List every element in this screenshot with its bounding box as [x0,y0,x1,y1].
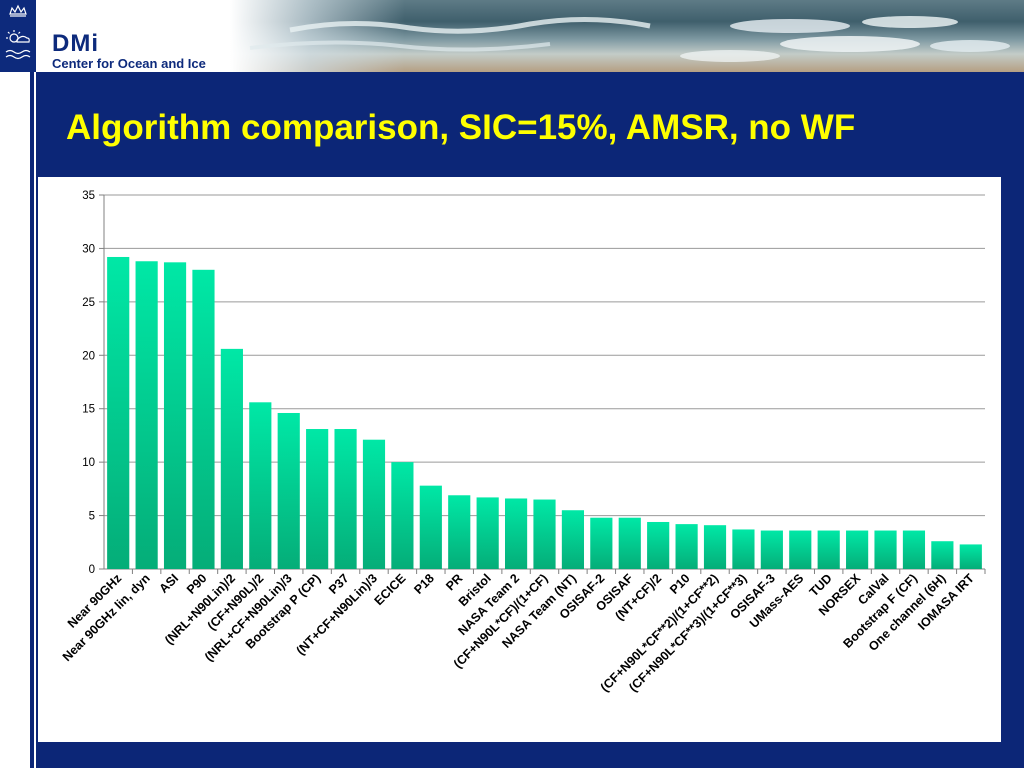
bar [703,525,727,569]
bar [135,261,158,569]
bar [533,499,556,569]
chart-panel: 0 5 10 15 20 25 30 35 Near 90GHz Near 90GHz lin,… [38,177,1001,742]
y-tick-label: 25 [82,297,95,309]
bar [647,521,670,569]
y-tick-label: 30 [82,243,95,255]
sea-ice-photo [230,0,1024,72]
bar [107,256,130,569]
crown-sun-icon [5,4,31,60]
bar [846,530,869,569]
sea-ice-illustration [249,16,1010,62]
header-banner: DMi Center for Ocean and Ice [0,0,1024,72]
bar [874,530,897,569]
x-category-label: ECICE [372,571,409,608]
bar [760,530,783,569]
y-tick-label: 20 [82,350,95,362]
bars [107,256,982,569]
bar [931,541,954,569]
x-category-label: P18 [411,571,437,597]
x-category-label: PR [443,571,465,593]
y-tick-label: 10 [82,457,95,469]
bar [362,439,386,569]
y-tick-label: 35 [82,190,95,202]
bar [419,485,442,569]
y-tick-label: 15 [82,404,95,416]
bar [391,462,414,569]
bar [789,530,812,569]
y-tick-label: 5 [89,511,95,523]
x-category-label: ASI [157,571,182,596]
bar [590,517,613,569]
bar [163,262,187,569]
bar [504,498,528,569]
bar [959,544,982,569]
bar [675,524,698,569]
bar [618,517,641,569]
bar [220,348,243,569]
left-margin-stripe [30,72,34,768]
bar [902,530,926,569]
brand-subtitle: Center for Ocean and Ice [52,56,206,71]
bar [732,529,755,569]
slide-title: Algorithm comparison, SIC=15%, AMSR, no … [66,108,856,147]
bar [192,269,215,569]
bar [249,402,272,569]
bar [448,495,471,569]
bar [561,510,585,569]
bar [334,429,357,569]
bar [306,429,329,569]
bar [476,497,499,569]
y-tick-labels: 0 5 10 15 20 25 30 35 [82,190,95,576]
brand-block: DMi Center for Ocean and Ice [52,32,206,72]
brand-name: DMi [52,30,99,57]
y-tick-label: 0 [89,564,95,576]
bar [277,412,300,569]
bar [817,530,840,569]
dmi-crest-logo [0,0,36,72]
